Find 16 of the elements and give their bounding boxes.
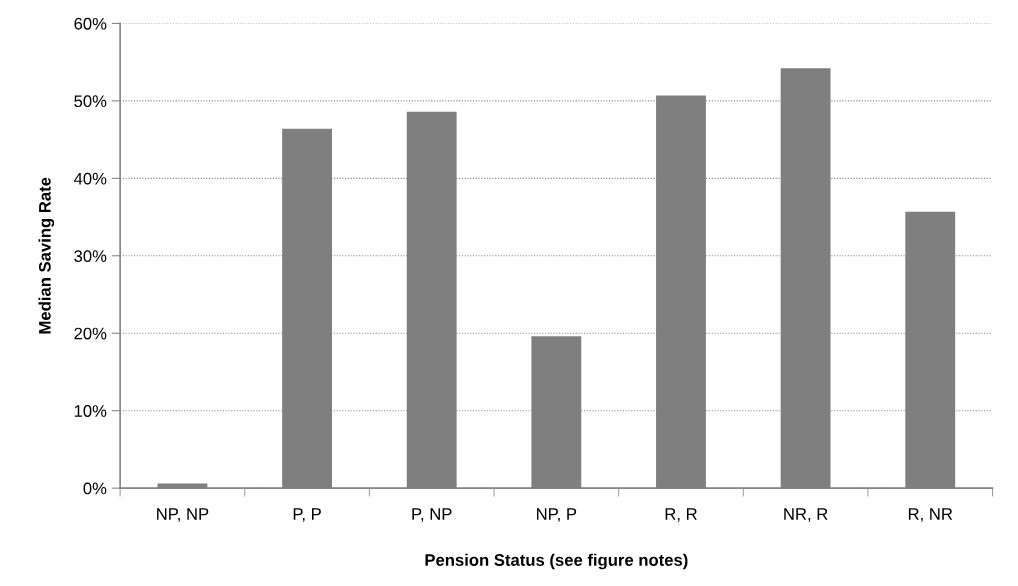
y-tick-label: 30% <box>74 250 107 262</box>
y-tick-label: 40% <box>73 172 107 185</box>
y-tick-label: 10% <box>74 405 107 417</box>
x-tick-label: R, R <box>665 508 697 522</box>
y-axis-title: Median Saving Rate <box>38 177 55 334</box>
x-axis-title: Pension Status (see figure notes) <box>425 553 688 570</box>
x-tick-label: NP, P <box>537 508 577 522</box>
y-tick-label: 60% <box>74 17 107 30</box>
y-tick-label: 0% <box>83 482 107 495</box>
x-tick-label: NR, R <box>784 508 828 522</box>
x-tick-label: P, NP <box>412 508 452 522</box>
x-tick-label: P, P <box>293 508 321 522</box>
y-tick-label: 20% <box>74 327 107 340</box>
x-tick-label: R, NR <box>908 508 953 522</box>
x-tick-label: NP, NP <box>157 508 209 522</box>
y-tick-label: 50% <box>74 95 107 108</box>
